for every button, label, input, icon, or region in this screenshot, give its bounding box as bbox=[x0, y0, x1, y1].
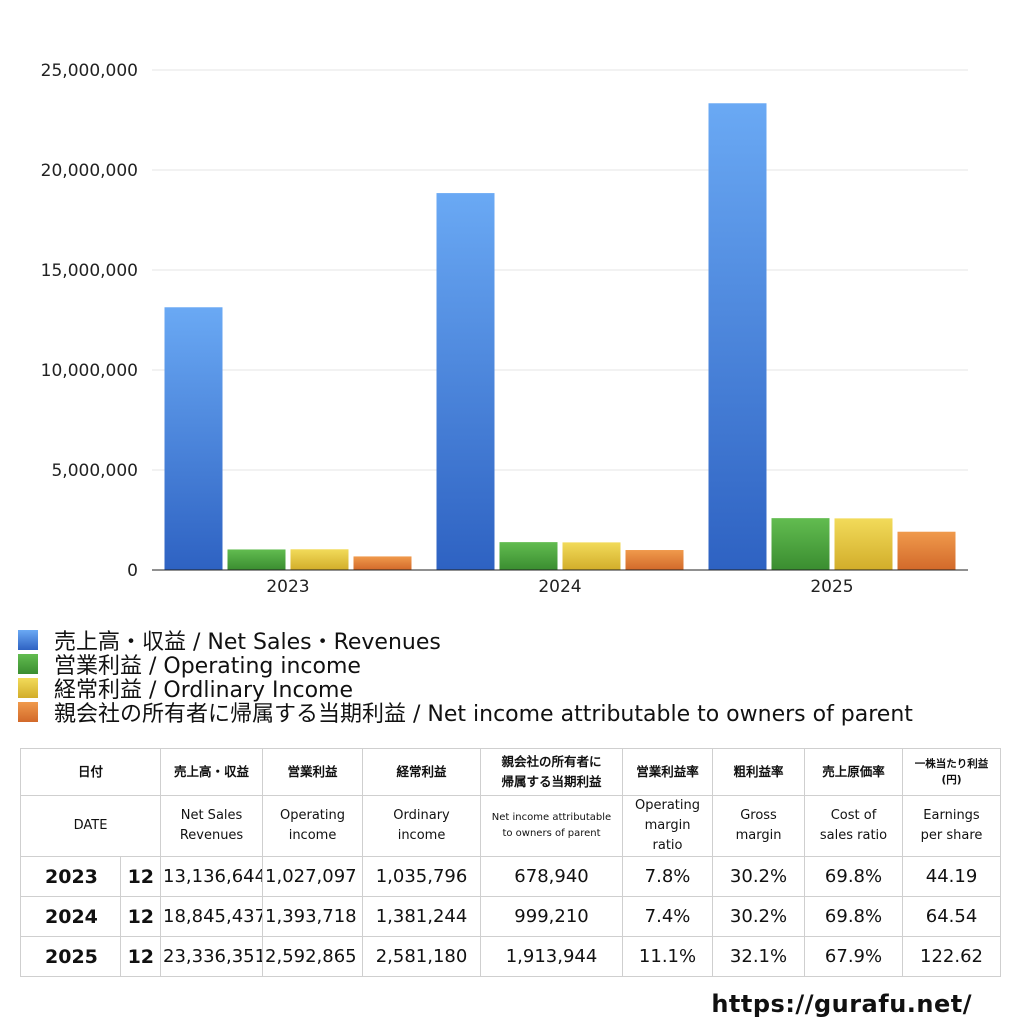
header-op-margin-jp: 営業利益率 bbox=[622, 748, 714, 796]
cell-operating: 1,027,097 bbox=[262, 856, 364, 897]
table-row: 2024 12 18,845,437 1,393,718 1,381,244 9… bbox=[20, 896, 1002, 937]
cell-year: 2025 bbox=[20, 936, 121, 977]
table-row: 2025 12 23,336,351 2,592,865 2,581,180 1… bbox=[20, 936, 1002, 977]
cell-gross: 32.1% bbox=[712, 936, 806, 977]
bar-chart: 0 5,000,000 10,000,000 15,000,000 20,000,000… bbox=[41, 61, 968, 597]
legend-swatch-operating-income bbox=[18, 654, 38, 674]
x-tick-label: 2023 bbox=[266, 577, 309, 597]
cell-op-margin: 11.1% bbox=[622, 936, 714, 977]
bar-2024-series-1 bbox=[499, 542, 558, 570]
cell-eps: 64.54 bbox=[902, 896, 1002, 937]
bar-2025-series-0 bbox=[708, 103, 767, 570]
header-eps-jp: 一株当たり利益 (円) bbox=[902, 748, 1002, 796]
financial-table: 日付 売上高・収益 営業利益 経常利益 親会社の所有者に 帰属する当期利益 営業利… bbox=[19, 748, 1002, 977]
bar-2025-series-3 bbox=[897, 531, 956, 570]
header-operating-en: Operating income bbox=[262, 795, 364, 857]
bar-2024-series-2 bbox=[562, 542, 621, 570]
cell-net-income: 678,940 bbox=[480, 856, 624, 897]
cell-cost: 69.8% bbox=[804, 896, 904, 937]
legend-item-operating-income: 営業利益 / Operating income bbox=[18, 652, 913, 679]
header-op-margin-en: Operating margin ratio bbox=[622, 795, 714, 857]
header-eps-en: Earnings per share bbox=[902, 795, 1002, 857]
cell-year: 2023 bbox=[20, 856, 121, 897]
bar-2024-series-0 bbox=[436, 193, 495, 571]
legend: 売上高・収益 / Net Sales・Revenues 営業利益 / Opera… bbox=[18, 628, 913, 727]
header-net-income-en: Net income attributable to owners of pare… bbox=[480, 795, 624, 857]
cell-month: 12 bbox=[119, 936, 162, 977]
cell-operating: 1,393,718 bbox=[262, 896, 364, 937]
cell-ordinary: 2,581,180 bbox=[362, 936, 482, 977]
table-header-jp: 日付 売上高・収益 営業利益 経常利益 親会社の所有者に 帰属する当期利益 営業利… bbox=[19, 748, 1002, 796]
cell-sales: 23,336,351 bbox=[160, 936, 264, 977]
y-tick-label: 25,000,000 bbox=[41, 61, 138, 81]
header-sales-jp: 売上高・収益 bbox=[160, 748, 264, 796]
header-ordinary-jp: 経常利益 bbox=[362, 748, 482, 796]
x-axis-labels: 2023 2024 2025 bbox=[266, 577, 853, 597]
cell-gross: 30.2% bbox=[712, 896, 806, 937]
y-axis-ticks: 0 5,000,000 10,000,000 15,000,000 20,000,000… bbox=[41, 61, 138, 581]
cell-sales: 18,845,437 bbox=[160, 896, 264, 937]
header-cost-en: Cost of sales ratio bbox=[804, 795, 904, 857]
table-row: 2023 12 13,136,644 1,027,097 1,035,796 6… bbox=[20, 856, 1002, 897]
legend-label-operating-income: 営業利益 / Operating income bbox=[54, 654, 361, 679]
bar-2025-series-1 bbox=[771, 518, 830, 570]
cell-net-income: 1,913,944 bbox=[480, 936, 624, 977]
cell-eps: 44.19 bbox=[902, 856, 1002, 897]
cell-cost: 69.8% bbox=[804, 856, 904, 897]
source-url: https://gurafu.net/ bbox=[711, 990, 972, 1018]
cell-gross: 30.2% bbox=[712, 856, 806, 897]
cell-net-income: 999,210 bbox=[480, 896, 624, 937]
y-tick-label: 0 bbox=[127, 561, 138, 581]
bar-2023-series-2 bbox=[290, 549, 349, 570]
cell-ordinary: 1,035,796 bbox=[362, 856, 482, 897]
bar-2023-series-3 bbox=[353, 556, 412, 570]
x-tick-label: 2024 bbox=[538, 577, 581, 597]
bar-2025-series-2 bbox=[834, 518, 893, 570]
cell-month: 12 bbox=[119, 856, 162, 897]
y-tick-label: 15,000,000 bbox=[41, 261, 138, 281]
header-cost-jp: 売上原価率 bbox=[804, 748, 904, 796]
table-header-en: DATE Net Sales Revenues Operating income O… bbox=[19, 795, 1002, 857]
legend-label-ordinary-income: 経常利益 / Ordlinary Income bbox=[54, 678, 353, 703]
header-gross-en: Gross margin bbox=[712, 795, 806, 857]
header-date-jp: 日付 bbox=[19, 748, 162, 796]
cell-month: 12 bbox=[119, 896, 162, 937]
cell-eps: 122.62 bbox=[902, 936, 1002, 977]
header-date-en: DATE bbox=[19, 795, 162, 857]
legend-item-net-sales: 売上高・収益 / Net Sales・Revenues bbox=[18, 628, 913, 655]
cell-year: 2024 bbox=[20, 896, 121, 937]
cell-op-margin: 7.8% bbox=[622, 856, 714, 897]
legend-item-ordinary-income: 経常利益 / Ordlinary Income bbox=[18, 676, 913, 703]
legend-label-net-income: 親会社の所有者に帰属する当期利益 / Net income attributab… bbox=[54, 702, 913, 727]
x-tick-label: 2025 bbox=[810, 577, 853, 597]
header-gross-jp: 粗利益率 bbox=[712, 748, 806, 796]
cell-cost: 67.9% bbox=[804, 936, 904, 977]
y-tick-label: 20,000,000 bbox=[41, 161, 138, 181]
y-tick-label: 5,000,000 bbox=[51, 461, 138, 481]
legend-label-net-sales: 売上高・収益 / Net Sales・Revenues bbox=[54, 630, 441, 655]
cell-sales: 13,136,644 bbox=[160, 856, 264, 897]
bar-2023-series-1 bbox=[227, 549, 286, 570]
cell-ordinary: 1,381,244 bbox=[362, 896, 482, 937]
header-operating-jp: 営業利益 bbox=[262, 748, 364, 796]
grid-lines bbox=[152, 69, 968, 471]
legend-swatch-net-sales bbox=[18, 630, 38, 650]
header-ordinary-en: Ordinary income bbox=[362, 795, 482, 857]
bar-2024-series-3 bbox=[625, 550, 684, 570]
legend-swatch-ordinary-income bbox=[18, 678, 38, 698]
y-tick-label: 10,000,000 bbox=[41, 361, 138, 381]
bar-2023-series-0 bbox=[164, 307, 223, 570]
bars bbox=[164, 103, 956, 571]
cell-op-margin: 7.4% bbox=[622, 896, 714, 937]
cell-operating: 2,592,865 bbox=[262, 936, 364, 977]
header-sales-en: Net Sales Revenues bbox=[160, 795, 264, 857]
legend-item-net-income: 親会社の所有者に帰属する当期利益 / Net income attributab… bbox=[18, 700, 913, 727]
header-net-income-jp: 親会社の所有者に 帰属する当期利益 bbox=[480, 748, 624, 796]
legend-swatch-net-income bbox=[18, 702, 38, 722]
